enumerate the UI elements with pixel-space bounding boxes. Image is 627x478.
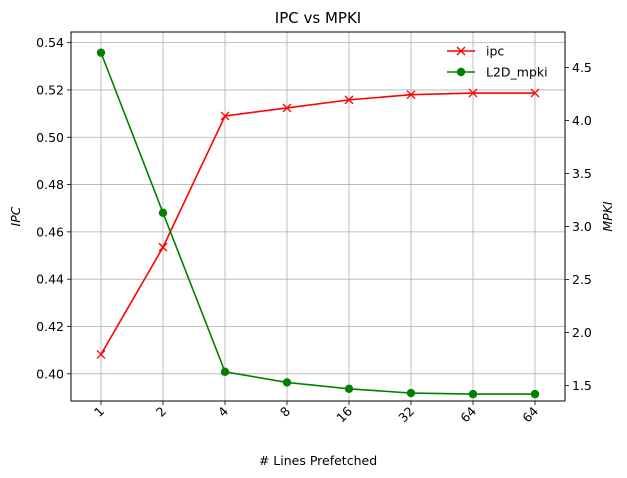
y-left-tick-label: 0.54	[36, 35, 64, 50]
y-right-tick-label: 3.0	[572, 219, 592, 234]
y-right-tick-label: 4.0	[572, 113, 592, 128]
data-point-L2D_mpki	[282, 378, 292, 387]
legend-label: ipc	[486, 44, 504, 59]
data-point-L2D_mpki	[220, 367, 230, 377]
legend-marker	[456, 46, 466, 56]
x-tick-label: 64	[457, 403, 479, 425]
legend-marker	[456, 67, 466, 77]
y-left-tick-label: 0.40	[36, 366, 64, 381]
data-point-ipc	[282, 103, 292, 113]
data-point-ipc	[406, 90, 416, 100]
data-point-ipc	[530, 88, 540, 98]
series-ipc	[96, 88, 540, 359]
y-axis-right-title: MPKI	[600, 201, 615, 232]
y-axis-left-title: IPC	[8, 206, 23, 226]
data-point-L2D_mpki	[344, 384, 354, 394]
chart-title: IPC vs MPKI	[275, 9, 361, 27]
series-L2D_mpki	[96, 48, 540, 399]
x-tick-label: 2	[153, 404, 169, 420]
legend-label: L2D_mpki	[486, 65, 548, 80]
series-layer	[96, 48, 540, 399]
data-point-ipc	[220, 111, 230, 121]
x-tick-label: 8	[277, 403, 293, 419]
plot-frame	[70, 31, 566, 402]
series-line-L2D_mpki	[100, 52, 535, 395]
y-right-tick-label: 1.5	[572, 378, 592, 393]
legend-item-L2D_mpki: L2D_mpki	[447, 65, 548, 80]
data-point-L2D_mpki	[158, 208, 168, 217]
x-tick-label: 4	[215, 403, 231, 419]
data-point-L2D_mpki	[468, 389, 478, 399]
y-right-tick-label: 3.5	[572, 166, 592, 181]
y-left-tick-label: 0.48	[36, 177, 64, 192]
x-axis-title: # Lines Prefetched	[259, 453, 377, 468]
data-point-ipc	[344, 95, 354, 105]
y-right-tick-label: 4.5	[572, 60, 592, 75]
data-point-L2D_mpki	[406, 388, 416, 398]
data-point-ipc	[158, 242, 168, 252]
y-left-tick-label: 0.50	[36, 130, 64, 145]
y-right-tick-label: 2.0	[572, 325, 592, 340]
data-point-ipc	[468, 88, 478, 98]
legend: ipc L2D_mpki	[447, 44, 548, 80]
data-point-L2D_mpki	[530, 389, 540, 399]
grid	[71, 32, 565, 401]
y-left-tick-label: 0.52	[36, 82, 64, 97]
series-line-ipc	[100, 92, 535, 355]
data-point-L2D_mpki	[96, 48, 106, 57]
y-left-tick-label: 0.44	[36, 272, 64, 287]
y-right-tick-label: 2.5	[572, 272, 592, 287]
x-tick-label: 16	[333, 403, 355, 425]
x-tick-label: 1	[91, 404, 107, 420]
y-left-tick-label: 0.46	[36, 224, 64, 239]
axes: 1 2 4 8 16 32 64 64 0.40 0.42 0.44 0.46 0.48 0.50 0.52…	[36, 35, 592, 425]
y-left-tick-label: 0.42	[36, 319, 64, 334]
x-tick-label: 64	[519, 403, 541, 425]
data-point-ipc	[96, 349, 106, 359]
legend-item-ipc: ipc	[447, 44, 504, 59]
x-tick-label: 32	[395, 404, 417, 426]
